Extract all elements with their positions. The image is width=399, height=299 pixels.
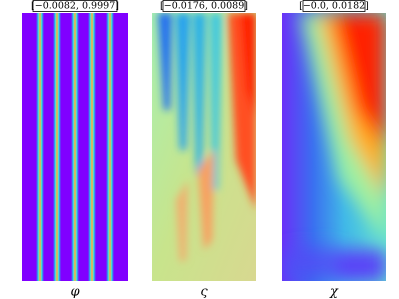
range-label: [−0.0082, 0.9997]	[31, 1, 119, 12]
range-box	[32, 0, 366, 12]
panel-symbol: χ	[329, 285, 339, 299]
heatmap-varsigma	[152, 13, 256, 281]
heatmap-chi	[282, 13, 386, 281]
range-label: [−0.0176, 0.0089]	[160, 1, 248, 12]
panel-symbol: φ	[70, 285, 80, 299]
heatmap-phi	[22, 13, 128, 281]
range-label: [−0.0, 0.0182]	[299, 1, 369, 12]
panel-symbol: ς	[200, 285, 208, 299]
